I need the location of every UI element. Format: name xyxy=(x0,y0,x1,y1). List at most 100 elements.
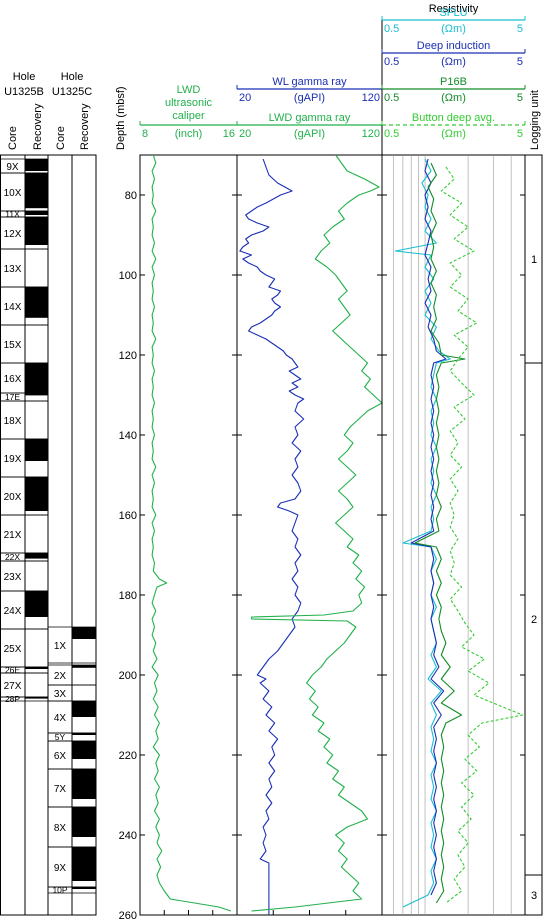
core-label: 9X xyxy=(54,863,67,874)
depth-axis: Depth (mbsf) 80 100 120 140 160 180 200 220 240 26… xyxy=(115,86,137,922)
core-label: 19X xyxy=(4,454,22,465)
unit-label: 1 xyxy=(531,254,537,266)
header-unit: (inch) xyxy=(175,128,203,140)
header-unit: (gAPI) xyxy=(294,128,325,140)
header-max: 120 xyxy=(362,128,380,140)
core-label: 23X xyxy=(4,572,22,583)
recovery-bar xyxy=(72,769,96,799)
recovery-bar xyxy=(25,439,48,461)
recovery-bar xyxy=(25,553,48,559)
depth-tick-label: 160 xyxy=(119,510,137,522)
track-frame xyxy=(381,154,526,916)
header-max: 5 xyxy=(517,56,523,68)
group-title: Resistivity xyxy=(429,3,479,15)
core-label: 18X xyxy=(4,416,22,427)
logging-unit-label: Logging unit xyxy=(529,90,541,150)
core-label: 7X xyxy=(54,784,67,795)
core-label: 25X xyxy=(4,644,22,655)
core-label: 21X xyxy=(4,530,22,541)
core-column-label: Core xyxy=(55,126,67,150)
recovery-bar xyxy=(25,667,48,669)
core-column-label: Core xyxy=(7,126,19,150)
depth-tick-label: 220 xyxy=(119,750,137,762)
header-max: 120 xyxy=(362,92,380,104)
recovery-bar xyxy=(25,217,48,245)
header-unit: (gAPI) xyxy=(294,92,325,104)
header-max: 5 xyxy=(517,23,523,35)
depth-tick-label: 240 xyxy=(119,830,137,842)
core-label: 1X xyxy=(54,641,67,652)
depth-tick-label: 200 xyxy=(119,670,137,682)
header-name: WL gamma ray xyxy=(272,76,347,88)
recovery-bar xyxy=(25,591,48,617)
core-label: 27X xyxy=(4,681,22,692)
core-label: 12X xyxy=(4,229,22,240)
core-label: 10P xyxy=(52,885,67,895)
series-lwd-gamma-ray xyxy=(250,154,383,912)
recovery-bar xyxy=(72,807,96,837)
recovery-bar xyxy=(25,159,48,171)
core-label: 28P xyxy=(5,694,20,704)
recovery-bar xyxy=(25,211,48,215)
log-tracks: 8 16 (inch) LWD ultrasonic caliper 20 120 (gAPI)… xyxy=(139,3,526,916)
unit-label: 3 xyxy=(531,890,537,902)
core-label: 22X xyxy=(5,552,20,562)
recovery-bar xyxy=(72,665,96,668)
series-lwd-ultrasonic-caliper xyxy=(151,154,232,912)
header-name: LWD ultrasonic caliper xyxy=(165,84,213,122)
header-name: SFLU xyxy=(439,7,467,19)
header-min: 20 xyxy=(239,128,251,140)
header-min: 20 xyxy=(239,92,251,104)
series-sflu xyxy=(394,158,451,908)
header-min: 0.5 xyxy=(384,23,399,35)
header-min: 0.5 xyxy=(384,92,399,104)
recovery-bar xyxy=(72,887,96,889)
recovery-column-label: Recovery xyxy=(79,103,91,150)
series-button-deep-avg- xyxy=(440,166,524,904)
header-max: 16 xyxy=(223,128,235,140)
core-label: 4X xyxy=(54,713,67,724)
header-unit: (Ωm) xyxy=(441,128,466,140)
track-resistivity: Resistivity 0.5 5 (Ωm) SFLU 0.5 5 (Ωm) Deep indu… xyxy=(381,3,526,916)
depth-tick-label: 100 xyxy=(119,270,137,282)
header-name: P16B xyxy=(440,76,467,88)
core-label: 14X xyxy=(4,302,22,313)
recovery-column-label: Recovery xyxy=(32,103,44,150)
unit-label: 2 xyxy=(531,614,537,626)
series-wl-gamma-ray xyxy=(239,158,305,915)
header-name: Button deep avg. xyxy=(412,112,495,124)
recovery-bar xyxy=(25,287,48,318)
core-label: 16X xyxy=(4,374,22,385)
core-label: 2X xyxy=(54,671,67,682)
recovery-bar xyxy=(72,847,96,881)
unit-frame xyxy=(524,154,543,916)
header-name: LWD gamma ray xyxy=(269,112,351,124)
header-unit: (Ωm) xyxy=(441,23,466,35)
core-label: 6X xyxy=(54,751,67,762)
header-max: 5 xyxy=(517,128,523,140)
track-caliper: 8 16 (inch) LWD ultrasonic caliper xyxy=(139,84,238,916)
core-label: 11X xyxy=(5,209,20,219)
series-p16b xyxy=(414,162,466,904)
hole-title: Hole xyxy=(61,71,84,83)
depth-tick-label: 120 xyxy=(119,350,137,362)
header-min: 0.5 xyxy=(384,56,399,68)
header-min: 8 xyxy=(142,128,148,140)
core-label: 5Y xyxy=(55,732,66,742)
core-label: 8X xyxy=(54,823,67,834)
depth-axis-label: Depth (mbsf) xyxy=(115,86,127,150)
recovery-bar xyxy=(25,173,48,209)
recovery-bar xyxy=(25,697,48,699)
header-unit: (Ωm) xyxy=(441,92,466,104)
core-label: 20X xyxy=(4,492,22,503)
hole-name: U1325B xyxy=(4,86,44,98)
recovery-bar xyxy=(25,477,48,511)
core-label: 13X xyxy=(4,264,22,275)
series-deep-induction xyxy=(410,158,447,896)
depth-tick-label: 140 xyxy=(119,430,137,442)
recovery-bar xyxy=(72,701,96,717)
header-max: 5 xyxy=(517,92,523,104)
track-frame xyxy=(139,154,238,916)
depth-tick-label: 80 xyxy=(125,190,137,202)
